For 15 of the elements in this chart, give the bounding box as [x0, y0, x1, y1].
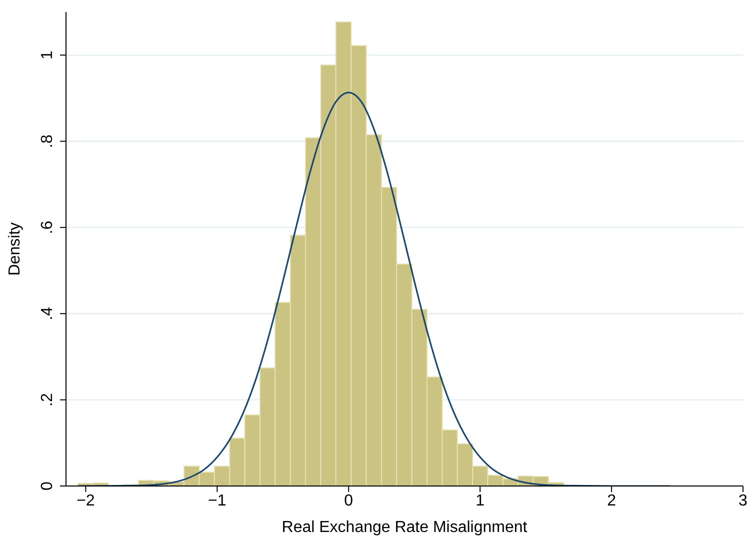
- line-series: [77, 92, 671, 486]
- y-tick-label: .2: [39, 393, 56, 406]
- y-tick-label: 0: [39, 481, 56, 490]
- y-tick-label: .4: [39, 306, 56, 320]
- x-axis-title: Real Exchange Rate Misalignment: [282, 519, 528, 536]
- x-tick-label: −2: [76, 492, 95, 510]
- x-tick-label: 0: [344, 492, 354, 510]
- y-tick-label: .8: [39, 134, 56, 148]
- y-tick-label: 1: [39, 50, 56, 60]
- y-tick-label: .6: [39, 220, 56, 234]
- x-tick-label: −1: [208, 492, 226, 510]
- x-tick-label: 3: [738, 492, 748, 510]
- x-tick-label: 2: [607, 492, 616, 510]
- x-tick-label: 1: [476, 492, 485, 510]
- y-axis-title: Density: [6, 222, 24, 276]
